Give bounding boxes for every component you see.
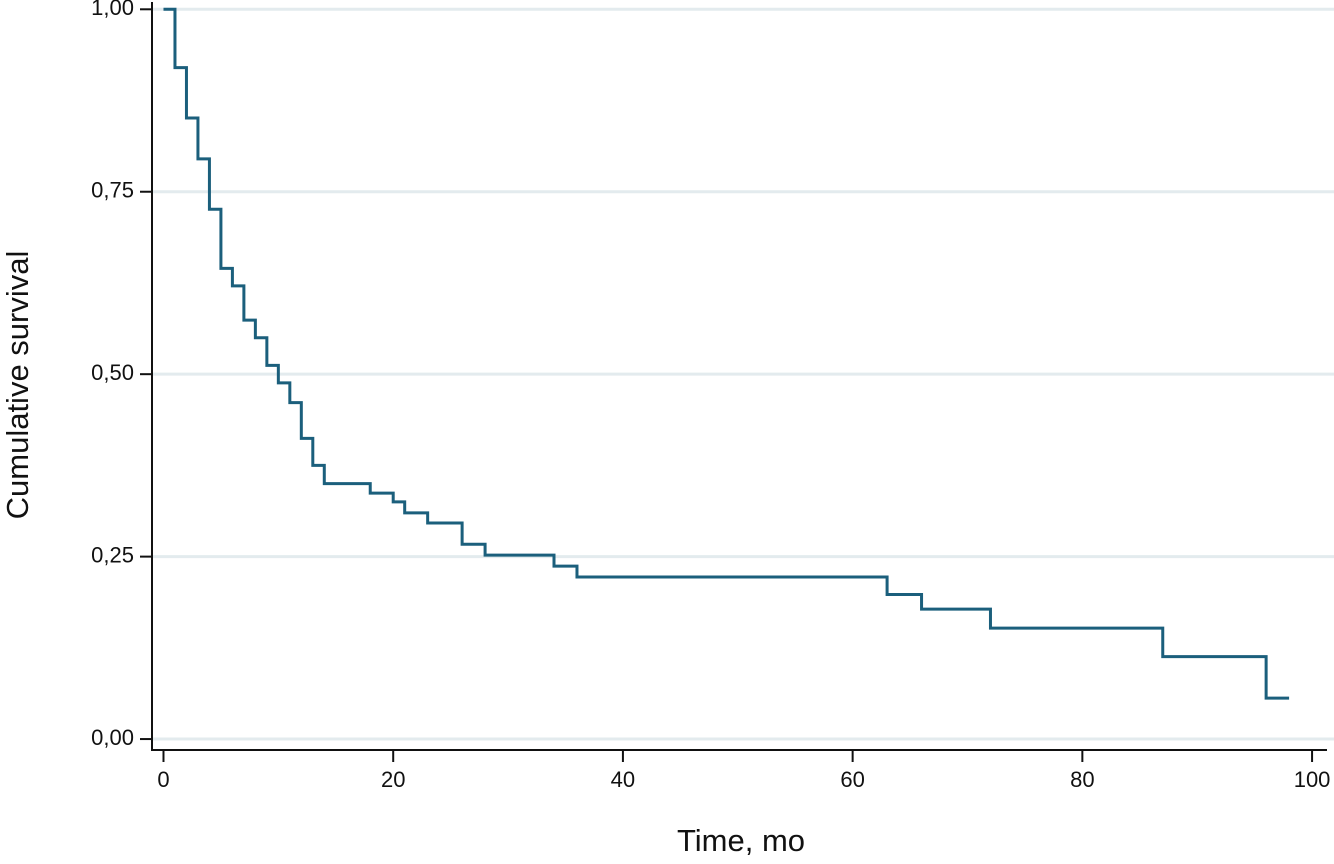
x-tick-label: 20 [381, 767, 405, 792]
y-tick-label: 1,00 [91, 0, 134, 20]
x-tick-label: 40 [611, 767, 635, 792]
y-tick-label: 0,25 [91, 542, 134, 567]
x-tick-label: 60 [840, 767, 864, 792]
x-tick-label: 100 [1294, 767, 1331, 792]
x-axis-title: Time, mo [677, 823, 805, 858]
y-axis-title: Cumulative survival [0, 251, 35, 520]
survival-curve [163, 7, 1290, 700]
x-tick-label: 80 [1070, 767, 1094, 792]
x-tick-label: 0 [157, 767, 169, 792]
y-tick-label: 0,75 [91, 178, 134, 203]
y-tick-label: 0,50 [91, 360, 134, 385]
y-tick-label: 0,00 [91, 725, 134, 750]
